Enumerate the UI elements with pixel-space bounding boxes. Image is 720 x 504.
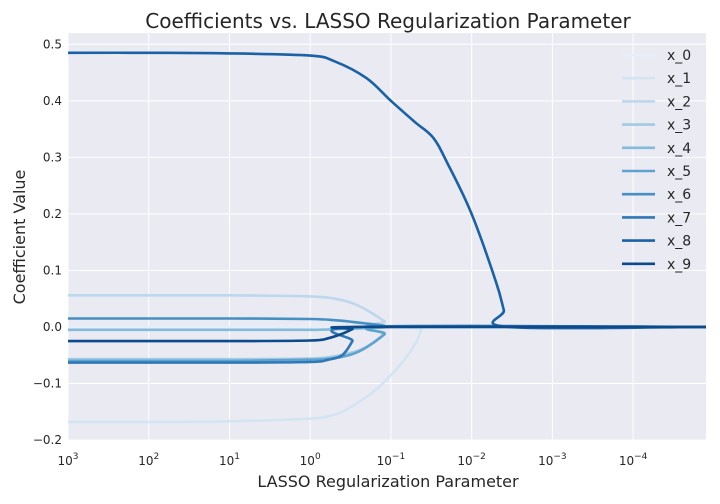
x-tick-labels: 103 102 101 100 10−1 10−2 10−3 10−4	[57, 452, 647, 468]
y-tick-label: 0.1	[43, 263, 62, 277]
legend-label-x-6: x_6	[667, 187, 691, 203]
legend-label-x-8: x_8	[667, 234, 691, 250]
legend-label-x-3: x_3	[667, 118, 691, 134]
x-tick-label: 103	[57, 452, 78, 468]
y-tick-label: 0.5	[43, 37, 62, 51]
y-tick-labels: −0.2 −0.1 0.0 0.1 0.2 0.3 0.4 0.5	[33, 37, 62, 447]
y-tick-label: −0.2	[33, 433, 62, 447]
y-tick-label: 0.4	[43, 94, 62, 108]
y-tick-label: −0.1	[33, 376, 62, 390]
legend-label-x-9: x_9	[667, 257, 691, 273]
series-line-x-9	[68, 325, 707, 343]
series-line-x-8	[67, 51, 707, 330]
legend: x_0 x_1 x_2 x_3 x_4 x_5 x_6 x_7 x_8 x_9	[622, 48, 691, 273]
x-tick-label: 102	[138, 452, 159, 468]
legend-label-x-2: x_2	[667, 94, 691, 110]
x-tick-label: 10−1	[377, 452, 406, 468]
y-tick-label: 0.3	[43, 150, 62, 164]
x-tick-label: 101	[219, 452, 240, 468]
x-tick-label: 10−3	[538, 452, 567, 468]
y-tick-label: 0.2	[43, 207, 62, 221]
y-tick-label: 0.0	[43, 320, 62, 334]
x-tick-label: 10−2	[457, 452, 486, 468]
y-axis-label: Coefficient Value	[10, 170, 29, 305]
chart-title: Coefficients vs. LASSO Regularization Pa…	[145, 9, 631, 33]
x-tick-label: 100	[300, 452, 321, 468]
x-tick-label: 10−4	[619, 452, 648, 468]
legend-label-x-1: x_1	[667, 71, 691, 87]
x-axis-label: LASSO Regularization Parameter	[257, 472, 519, 491]
series-layer	[67, 51, 707, 424]
legend-label-x-4: x_4	[667, 141, 691, 157]
legend-label-x-7: x_7	[667, 210, 691, 226]
legend-label-x-5: x_5	[667, 164, 691, 180]
legend-label-x-0: x_0	[667, 48, 691, 64]
